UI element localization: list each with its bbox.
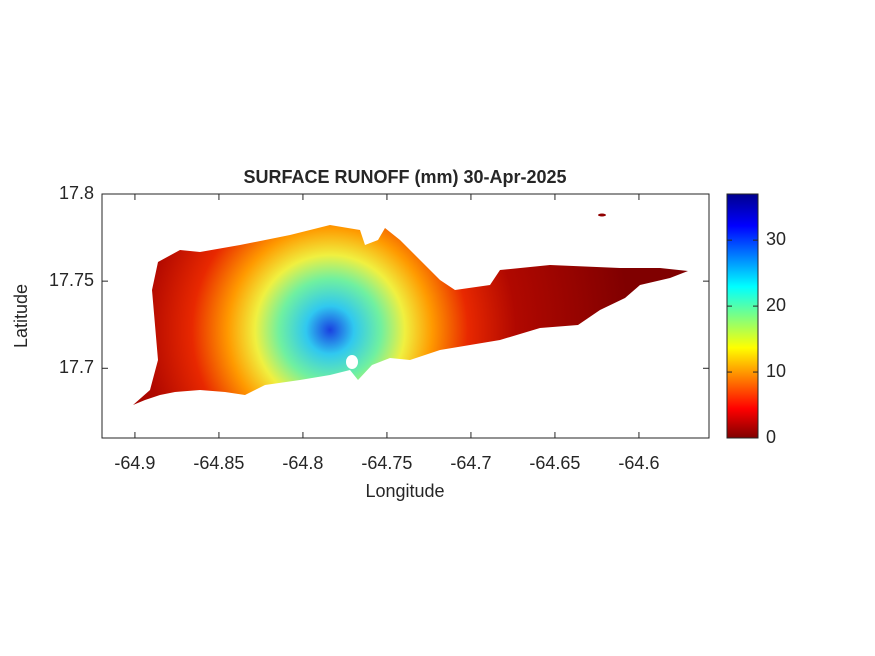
y-tick-label: 17.75 [49, 270, 94, 290]
chart-title: SURFACE RUNOFF (mm) 30-Apr-2025 [243, 167, 566, 187]
colorbar [726, 193, 759, 439]
x-axis-label: Longitude [365, 481, 444, 501]
axes-box [101, 193, 710, 439]
island [133, 225, 688, 405]
colorbar-tick-label: 20 [766, 295, 786, 315]
colorbar-tick-label: 30 [766, 229, 786, 249]
x-tick-label: -64.9 [114, 453, 155, 473]
x-tick-label: -64.85 [193, 453, 244, 473]
y-tick-label: 17.8 [59, 183, 94, 203]
x-tick-label: -64.65 [529, 453, 580, 473]
islet [598, 213, 606, 217]
y-axis-label: Latitude [11, 284, 31, 348]
x-tick-label: -64.8 [282, 453, 323, 473]
no-data-hole [346, 355, 358, 369]
x-tick-label: -64.75 [361, 453, 412, 473]
colorbar-tick-label: 10 [766, 361, 786, 381]
y-tick-label: 17.7 [59, 357, 94, 377]
x-tick-label: -64.6 [618, 453, 659, 473]
colorbar-tick-label: 0 [766, 427, 776, 447]
x-tick-label: -64.7 [450, 453, 491, 473]
